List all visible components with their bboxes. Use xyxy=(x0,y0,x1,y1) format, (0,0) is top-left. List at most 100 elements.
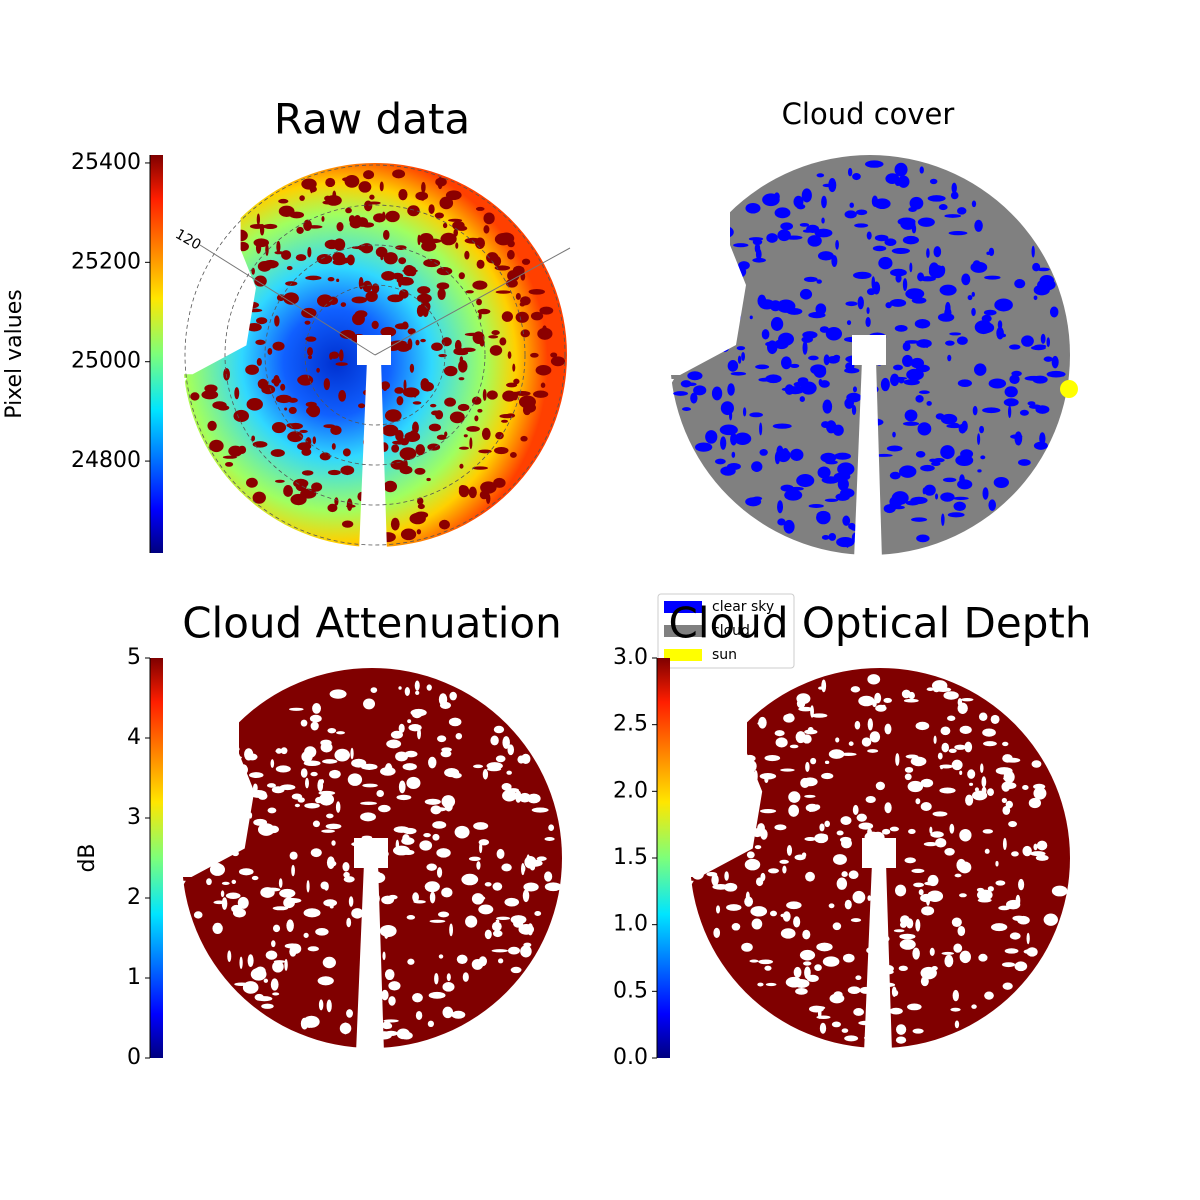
blob xyxy=(300,768,308,778)
blob xyxy=(904,409,918,422)
blob xyxy=(417,727,421,740)
blob xyxy=(410,708,427,717)
blob xyxy=(1004,782,1017,790)
blob xyxy=(922,487,926,495)
blob xyxy=(327,469,341,476)
blob xyxy=(391,444,400,453)
blob xyxy=(407,338,413,350)
blob xyxy=(983,309,997,316)
blob xyxy=(458,272,465,280)
blob xyxy=(284,407,288,411)
blob xyxy=(375,246,388,258)
blob xyxy=(821,535,830,540)
blob xyxy=(949,823,955,834)
blob xyxy=(505,382,518,388)
blob xyxy=(720,466,736,476)
colorbar-tick-label: 5 xyxy=(127,645,141,670)
blob xyxy=(346,254,355,266)
blob xyxy=(1002,805,1011,815)
blob xyxy=(336,731,345,735)
blob xyxy=(504,897,520,907)
blob xyxy=(233,409,250,423)
blob xyxy=(828,749,845,759)
blob xyxy=(330,425,342,435)
blob xyxy=(782,865,787,874)
blob xyxy=(760,872,766,882)
blob xyxy=(915,395,924,403)
mast-head xyxy=(852,335,886,365)
colorbar xyxy=(657,658,670,1058)
blob xyxy=(221,897,228,910)
polar-grid xyxy=(304,284,446,426)
blob xyxy=(687,371,703,381)
blob xyxy=(212,401,227,410)
blob xyxy=(370,687,378,693)
blob xyxy=(821,679,827,693)
blob xyxy=(953,943,963,953)
blob xyxy=(723,882,738,892)
blob xyxy=(779,859,789,864)
blob xyxy=(909,196,924,210)
blob xyxy=(417,503,425,510)
blob xyxy=(402,763,417,771)
blob xyxy=(929,947,935,956)
colorbar-tick-label: 4 xyxy=(127,725,141,750)
blob xyxy=(896,1024,907,1035)
panel-title: Cloud Attenuation xyxy=(182,599,562,648)
blob xyxy=(867,828,872,836)
blob xyxy=(1049,306,1059,318)
blob xyxy=(839,836,852,843)
blob xyxy=(438,954,444,959)
polar-spoke xyxy=(199,244,376,356)
blob xyxy=(386,739,402,749)
blob xyxy=(242,981,259,994)
blob xyxy=(412,892,419,903)
blob xyxy=(904,773,912,781)
blob xyxy=(513,919,524,928)
blob xyxy=(390,517,400,531)
blob xyxy=(933,246,942,258)
sky-image xyxy=(652,658,1070,1053)
blob xyxy=(894,324,908,332)
blob xyxy=(295,254,307,261)
blob xyxy=(850,918,862,923)
blob xyxy=(329,689,347,699)
blob xyxy=(299,195,305,201)
blob xyxy=(351,758,367,768)
blob xyxy=(304,802,320,809)
blob xyxy=(952,989,959,1002)
colorbar xyxy=(150,155,163,553)
blob xyxy=(294,803,301,808)
blob xyxy=(512,363,516,372)
blob xyxy=(541,325,548,338)
blob xyxy=(437,735,447,743)
blob xyxy=(283,292,299,305)
blob xyxy=(1011,851,1019,857)
colorbar-tick-label: 2.0 xyxy=(613,778,648,803)
blob xyxy=(834,452,851,460)
blob xyxy=(923,842,938,847)
blob xyxy=(331,840,336,846)
blob xyxy=(312,702,321,714)
blob xyxy=(694,442,713,452)
blob xyxy=(911,297,927,304)
blob xyxy=(252,441,268,448)
blob xyxy=(919,166,924,174)
blob xyxy=(1006,400,1014,405)
blob xyxy=(301,751,313,763)
blob xyxy=(959,893,967,898)
blob xyxy=(399,447,417,460)
blob xyxy=(527,923,534,936)
blob xyxy=(409,363,415,373)
blob xyxy=(799,222,810,227)
blob xyxy=(544,837,555,841)
sky-image xyxy=(144,658,562,1053)
blob xyxy=(894,162,908,177)
mast xyxy=(359,360,387,552)
blob xyxy=(286,919,294,933)
blob xyxy=(817,1007,822,1019)
blob xyxy=(1008,820,1018,828)
blob xyxy=(459,463,464,469)
blob xyxy=(1017,915,1030,925)
blob xyxy=(804,729,818,735)
